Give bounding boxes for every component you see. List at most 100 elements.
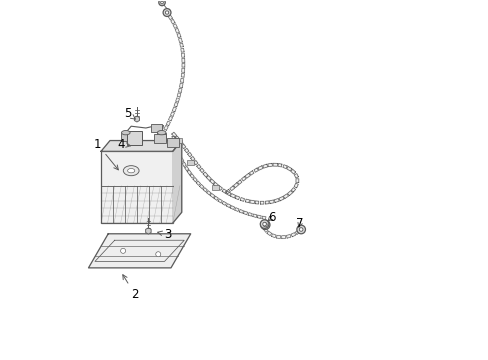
Polygon shape xyxy=(252,214,256,217)
Polygon shape xyxy=(225,191,230,196)
Polygon shape xyxy=(290,233,295,237)
Polygon shape xyxy=(171,132,176,137)
Polygon shape xyxy=(193,161,198,165)
Polygon shape xyxy=(177,33,181,38)
Polygon shape xyxy=(178,140,183,145)
FancyBboxPatch shape xyxy=(154,134,165,143)
Polygon shape xyxy=(190,174,194,178)
Polygon shape xyxy=(229,186,234,191)
Polygon shape xyxy=(257,215,261,219)
Polygon shape xyxy=(173,24,177,28)
Bar xyxy=(101,151,172,223)
Polygon shape xyxy=(247,213,252,216)
Polygon shape xyxy=(249,200,254,204)
Polygon shape xyxy=(214,196,218,201)
Polygon shape xyxy=(230,194,235,198)
Polygon shape xyxy=(181,73,184,77)
Text: 7: 7 xyxy=(296,216,303,230)
Polygon shape xyxy=(257,166,263,170)
Polygon shape xyxy=(266,231,271,236)
Polygon shape xyxy=(260,201,264,204)
Circle shape xyxy=(260,220,268,228)
Polygon shape xyxy=(255,201,258,204)
Circle shape xyxy=(161,1,163,4)
Polygon shape xyxy=(287,191,292,195)
Polygon shape xyxy=(213,183,218,187)
Polygon shape xyxy=(222,201,226,205)
Polygon shape xyxy=(170,112,174,116)
Polygon shape xyxy=(203,188,207,192)
Text: 6: 6 xyxy=(267,211,275,224)
Polygon shape xyxy=(168,116,172,121)
Polygon shape xyxy=(286,166,291,171)
Polygon shape xyxy=(262,216,265,219)
Polygon shape xyxy=(178,154,182,158)
Polygon shape xyxy=(269,200,274,203)
Polygon shape xyxy=(193,177,197,182)
Circle shape xyxy=(121,248,125,253)
Text: 4: 4 xyxy=(117,138,130,150)
Circle shape xyxy=(155,252,161,257)
Polygon shape xyxy=(253,168,258,172)
Polygon shape xyxy=(234,208,239,211)
Circle shape xyxy=(296,225,305,234)
Polygon shape xyxy=(196,165,201,169)
Polygon shape xyxy=(182,68,184,72)
Text: 3: 3 xyxy=(157,228,171,241)
Polygon shape xyxy=(241,176,245,181)
Polygon shape xyxy=(181,53,184,57)
Polygon shape xyxy=(294,183,298,188)
Polygon shape xyxy=(222,189,226,193)
Circle shape xyxy=(165,11,168,14)
Polygon shape xyxy=(237,180,242,184)
Polygon shape xyxy=(243,211,247,215)
Polygon shape xyxy=(196,181,200,185)
Polygon shape xyxy=(174,103,178,107)
Polygon shape xyxy=(230,206,234,210)
Polygon shape xyxy=(163,125,168,130)
Polygon shape xyxy=(225,189,230,194)
Polygon shape xyxy=(276,235,280,239)
Polygon shape xyxy=(233,183,238,188)
Polygon shape xyxy=(173,141,176,145)
Polygon shape xyxy=(174,145,178,150)
Polygon shape xyxy=(274,198,279,202)
Circle shape xyxy=(260,220,269,229)
Polygon shape xyxy=(176,149,180,154)
Polygon shape xyxy=(235,196,239,200)
Polygon shape xyxy=(101,140,182,151)
Polygon shape xyxy=(206,176,211,181)
Polygon shape xyxy=(290,169,295,174)
Polygon shape xyxy=(187,170,191,175)
Polygon shape xyxy=(295,230,300,234)
Ellipse shape xyxy=(123,166,139,176)
Ellipse shape xyxy=(127,168,135,173)
Polygon shape xyxy=(182,162,186,167)
Polygon shape xyxy=(184,148,188,153)
Ellipse shape xyxy=(121,131,130,135)
Polygon shape xyxy=(88,234,190,268)
Polygon shape xyxy=(244,173,250,178)
Polygon shape xyxy=(218,199,222,203)
Text: 5: 5 xyxy=(124,107,135,120)
FancyBboxPatch shape xyxy=(126,131,142,145)
Bar xyxy=(121,133,130,140)
Polygon shape xyxy=(291,188,295,192)
Text: 1: 1 xyxy=(94,138,118,170)
Polygon shape xyxy=(283,194,288,198)
Polygon shape xyxy=(175,28,179,33)
Polygon shape xyxy=(177,93,181,97)
Polygon shape xyxy=(175,136,180,141)
Polygon shape xyxy=(166,121,170,126)
Polygon shape xyxy=(168,15,172,20)
Polygon shape xyxy=(172,107,176,112)
Polygon shape xyxy=(179,83,183,87)
Circle shape xyxy=(262,222,266,226)
Polygon shape xyxy=(286,234,290,238)
Ellipse shape xyxy=(157,131,165,135)
Polygon shape xyxy=(249,171,253,175)
Text: 2: 2 xyxy=(122,275,139,301)
Polygon shape xyxy=(272,163,277,166)
Circle shape xyxy=(163,9,171,17)
Polygon shape xyxy=(263,228,267,232)
